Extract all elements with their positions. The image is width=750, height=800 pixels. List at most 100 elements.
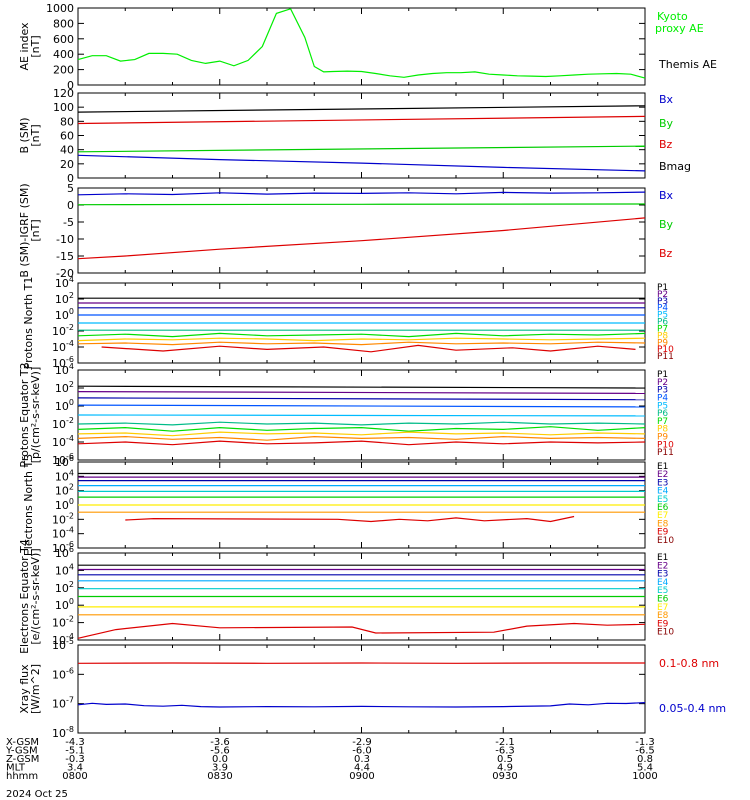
y-tick-label: 5 (67, 182, 74, 195)
y-tick-label: 10-2 (52, 615, 74, 630)
series-bx (77, 154, 646, 172)
ephemeris-value: -0.3 (65, 754, 85, 765)
legend-item: P2 (657, 290, 668, 300)
y-tick-label: 100 (55, 597, 74, 612)
legend-item: P7 (657, 417, 668, 427)
y-tick-label: 800 (53, 17, 74, 30)
series-e9 (77, 622, 646, 639)
legend-item: E10 (657, 628, 674, 638)
series-p9 (77, 341, 646, 346)
ephemeris-label: MLT (6, 763, 26, 774)
y-tick-label: 10-4 (52, 632, 74, 647)
legend-item: P4 (657, 304, 668, 314)
legend-item: P10 (657, 440, 674, 450)
legend-item: P7 (657, 324, 668, 334)
y-tick-label: 10-2 (52, 323, 74, 338)
y-tick-label: 1000 (46, 2, 74, 15)
y-tick-label: 10-8 (52, 725, 74, 740)
legend-item: Themis AE (658, 58, 717, 71)
y-axis-label: Electrons Equator T4[e/(cm²-s-sr-keV)] (18, 539, 42, 654)
legend-item: E7 (657, 511, 668, 521)
panel-7: Electrons Equator T4[e/(cm²-s-sr-keV)] E1… (18, 539, 674, 654)
legend-item: P6 (657, 409, 668, 419)
series-p9 (77, 435, 646, 441)
y-tick-label: 102 (55, 291, 74, 306)
y-tick-label: 80 (60, 115, 74, 128)
ephemeris-value: 0900 (349, 771, 374, 782)
ephemeris-value: 3.4 (67, 763, 83, 774)
y-tick-label: 10-6 (52, 666, 74, 681)
legend-item: E8 (657, 611, 669, 621)
y-axis-label: B (SM)-IGRF (SM)[nT] (18, 183, 42, 277)
panel-2: B (SM)[nT] Bx By Bz Bmag (18, 92, 691, 179)
y-tick-label: 60 (60, 130, 74, 143)
legend-item: 0.05-0.4 nm (659, 702, 726, 715)
ephemeris-table: X-GSM -4.3 -3.6 -2.9 -2.1 -1.3 Y-GSM -5.1 -5.6 -6… (5, 737, 658, 800)
y-tick-label: 0 (67, 172, 74, 185)
legend-item: P2 (657, 378, 668, 388)
legend-item: P5 (657, 311, 668, 321)
series-p5 (77, 414, 646, 417)
legend-item: Bz (659, 138, 673, 151)
legend-item: By (659, 218, 674, 231)
legend-item: P3 (657, 386, 668, 396)
series-p7 (77, 332, 646, 338)
y-tick-label: 120 (53, 87, 74, 100)
legend-item: E10 (657, 536, 674, 546)
legend-item: E2 (657, 561, 668, 571)
legend-item: P4 (657, 393, 668, 403)
legend-item: E4 (657, 578, 669, 588)
legend-item: P9 (657, 433, 668, 443)
legend-item: Bmag (659, 160, 691, 173)
ephemeris-value: -6.0 (352, 746, 372, 757)
series-p10 (77, 440, 646, 446)
ephemeris-label: Z-GSM (6, 754, 39, 765)
y-tick-label: -15 (56, 250, 74, 263)
ephemeris-value: 0.8 (637, 754, 653, 765)
series-bz (77, 217, 646, 260)
legend-item: P6 (657, 318, 668, 328)
series-p8 (77, 337, 646, 342)
y-tick-label: 10-2 (52, 511, 74, 526)
y-axis-label: Protons North T1 (22, 277, 35, 370)
ephemeris-value: -2.1 (495, 737, 515, 748)
series-by (77, 145, 646, 153)
date-label: 2024 Oct 25 (6, 789, 68, 800)
legend-item: E9 (657, 528, 669, 538)
ephemeris-value: 3.9 (212, 763, 228, 774)
legend-item: E9 (657, 619, 669, 629)
y-tick-label: 0 (67, 199, 74, 212)
series-p6 (77, 421, 646, 426)
ephemeris-value: 4.4 (354, 763, 370, 774)
ephemeris-value: 0800 (62, 771, 87, 782)
legend-item: E3 (657, 478, 668, 488)
y-tick-label: 104 (55, 562, 74, 577)
legend-item: E6 (657, 503, 669, 513)
ephemeris-label: hhmm (6, 771, 38, 782)
ephemeris-value: 0930 (492, 771, 517, 782)
panel-8: Xray flux[W/m^2] 0.1-0.8 nm 0.05-0.4 nm (18, 644, 726, 734)
legend-item: E1 (657, 462, 668, 472)
panel-frame (77, 7, 646, 86)
legend-item: E6 (657, 595, 669, 605)
panel-3: B (SM)-IGRF (SM)[nT] Bx By Bz (18, 183, 674, 277)
ephemeris-value: 5.4 (637, 763, 653, 774)
y-tick-label: -20 (56, 267, 74, 280)
y-tick-label: 100 (55, 497, 74, 512)
series-p1 (77, 385, 646, 389)
legend-item: 0.1-0.8 nm (659, 657, 719, 670)
y-tick-label: 400 (53, 48, 74, 61)
y-tick-label: 100 (55, 307, 74, 322)
legend-item: E4 (657, 487, 669, 497)
ephemeris-value: 4.9 (497, 763, 513, 774)
y-tick-label: -5 (63, 216, 74, 229)
y-tick-label: 10-4 (52, 526, 74, 541)
y-tick-label: 10-7 (52, 696, 74, 711)
series-bz (77, 115, 646, 125)
legend-item: Bx (659, 93, 674, 106)
y-tick-label: 600 (53, 33, 74, 46)
y-tick-label: 10-4 (52, 434, 74, 449)
y-tick-label: 104 (55, 275, 74, 290)
